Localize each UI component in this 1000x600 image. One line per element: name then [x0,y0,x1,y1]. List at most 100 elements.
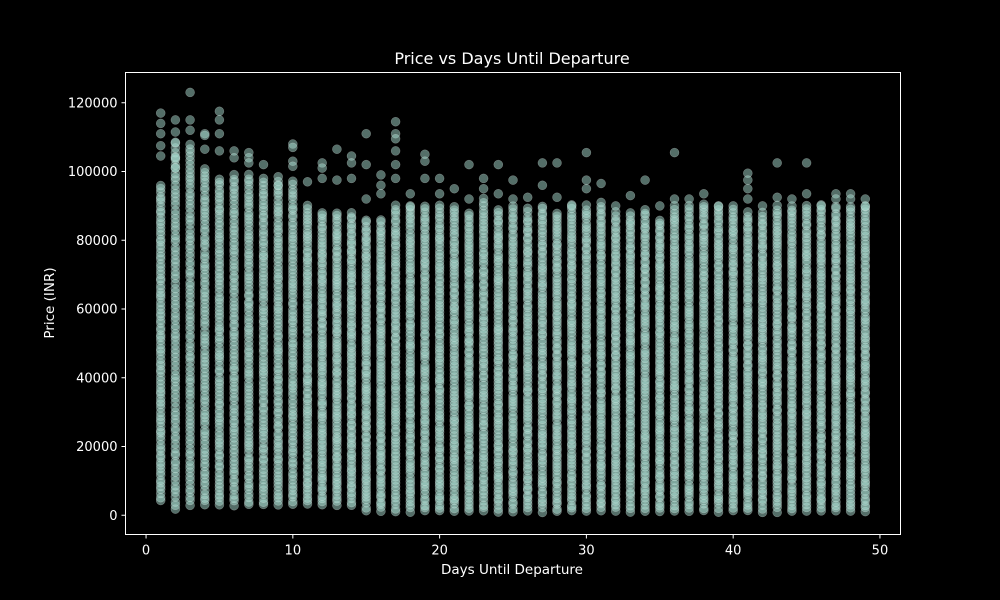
outlier-point [155,128,166,139]
outlier-point [332,175,342,185]
outlier-point [185,125,195,136]
outlier-point [508,194,518,204]
outlier-point [493,189,504,199]
y-tick-label: 100000 [68,165,118,180]
y-axis-label: Price (INR) [42,267,58,338]
data-point [229,169,239,180]
outlier-point [390,159,401,170]
outlier-point [361,159,371,170]
outlier-point [713,201,724,211]
outlier-point [420,173,430,184]
outlier-point [390,173,401,184]
outlier-point [346,158,357,168]
data-point [332,208,342,218]
data-point [200,164,210,174]
outlier-point [214,128,225,139]
outlier-point [508,175,518,185]
outlier-point [244,158,254,168]
data-point [376,215,386,225]
data-point [625,208,636,218]
outlier-point [214,146,225,156]
outlier-point [772,192,782,203]
y-tick-label: 40000 [76,371,117,386]
outlier-point [831,194,841,204]
x-tick-label: 10 [285,544,302,559]
data-point [522,203,533,214]
outlier-point [743,175,753,185]
outlier-point [155,108,166,118]
outlier-point [669,194,680,204]
outlier-point [596,197,606,208]
data-point [655,215,665,226]
outlier-point [229,153,239,163]
outlier-point [757,201,768,211]
outlier-point [302,177,313,187]
outlier-point [317,163,327,173]
data-point [302,200,313,211]
outlier-point [816,201,826,211]
outlier-point [214,106,225,117]
outlier-point [288,142,298,153]
outlier-point [434,173,445,184]
outlier-point [155,140,166,151]
data-point [449,201,460,212]
data-point [772,200,782,211]
outlier-point [801,189,812,199]
outlier-point [860,201,871,211]
chart-title: Price vs Days Until Departure [394,49,629,68]
outlier-point [493,159,504,170]
outlier-point [552,158,562,168]
data-point [493,205,504,215]
outlier-point [610,201,621,211]
data-point [420,201,430,212]
outlier-point [537,158,548,168]
outlier-point [390,116,401,127]
x-tick-label: 30 [578,544,595,559]
data-point [244,169,254,180]
outlier-point [273,180,283,191]
outlier-point [581,147,592,158]
outlier-point [801,158,812,168]
outlier-point [214,115,225,125]
y-tick-label: 0 [109,509,117,524]
x-axis-label: Days Until Departure [441,562,583,578]
outlier-point [155,118,166,129]
data-point [185,139,195,150]
data-point [552,208,562,219]
outlier-point [581,175,592,185]
y-tick-label: 60000 [76,303,117,318]
outlier-point [625,190,636,201]
outlier-point [170,153,181,163]
outlier-point [332,144,342,154]
outlier-point [346,173,357,184]
data-point [288,176,298,186]
outlier-point [361,194,371,204]
outlier-point [155,151,166,161]
data-point [214,174,225,185]
outlier-point [376,170,386,180]
data-point [640,204,650,215]
x-tick-label: 40 [725,544,742,559]
outlier-point [640,175,650,185]
outlier-point [405,189,416,199]
outlier-point [537,180,548,191]
outlier-point [376,189,386,199]
outlier-point [743,194,753,204]
data-point [155,180,166,191]
outlier-point [185,115,195,125]
outlier-point [376,180,386,191]
outlier-point [464,194,474,204]
outlier-point [699,199,709,209]
data-point [390,200,401,210]
x-tick-label: 0 [142,544,150,559]
data-point [361,215,371,226]
outlier-point [361,128,371,139]
outlier-point [317,173,327,184]
outlier-point [170,163,181,173]
outlier-point [273,171,283,182]
outlier-point [170,115,181,125]
outlier-point [669,147,680,158]
outlier-point [684,194,694,204]
outlier-point [185,87,195,98]
